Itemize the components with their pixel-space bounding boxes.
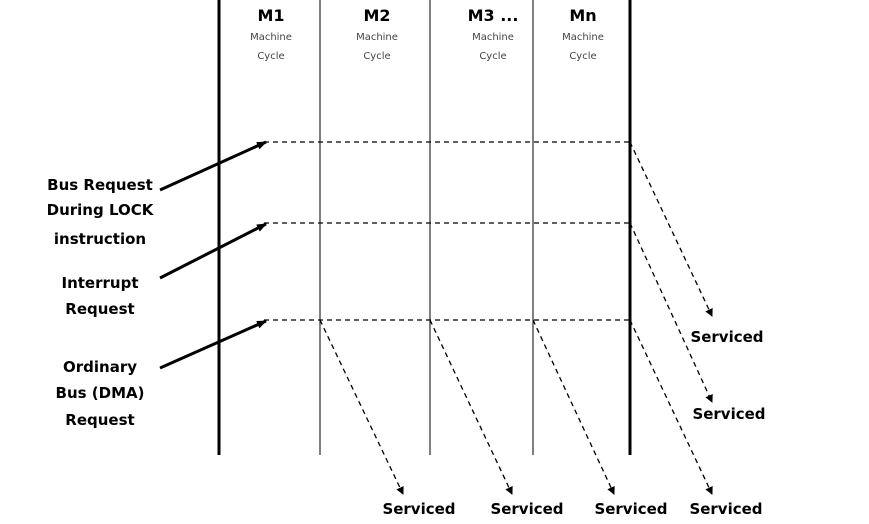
lock-request-label: Bus Request bbox=[47, 176, 153, 194]
lock-request-label: instruction bbox=[54, 230, 146, 248]
column-subtitle: Cycle bbox=[479, 51, 506, 62]
column-subtitle: Cycle bbox=[257, 51, 284, 62]
serviced-label: Serviced bbox=[490, 500, 563, 518]
interrupt-request-arrow bbox=[159, 222, 267, 280]
column-subtitle: Cycle bbox=[363, 51, 390, 62]
interrupt-serviced-arrow bbox=[629, 222, 713, 403]
column-subtitle: Machine bbox=[250, 32, 292, 43]
lock-request-arrow bbox=[159, 140, 267, 192]
dma-serviced-arrow bbox=[319, 319, 404, 495]
lock-request-label: During LOCK bbox=[47, 201, 155, 219]
lock-serviced-arrow bbox=[629, 141, 713, 317]
column-subtitle: Machine bbox=[562, 32, 604, 43]
column-title: Mn bbox=[569, 6, 596, 25]
dma-serviced-arrow bbox=[429, 319, 513, 495]
column-subtitle: Machine bbox=[356, 32, 398, 43]
serviced-label: Serviced bbox=[594, 500, 667, 518]
dma-request-arrow bbox=[159, 319, 267, 370]
serviced-label: Serviced bbox=[689, 500, 762, 518]
dma-request-label: Request bbox=[65, 411, 134, 429]
column-title: M3 ... bbox=[468, 6, 519, 25]
serviced-label: Serviced bbox=[692, 405, 765, 423]
serviced-label: Serviced bbox=[690, 328, 763, 346]
interrupt-request-label: Interrupt bbox=[62, 274, 139, 292]
column-title: M2 bbox=[363, 6, 390, 25]
column-subtitle: Cycle bbox=[569, 51, 596, 62]
dma-request-label: Ordinary bbox=[63, 358, 137, 376]
interrupt-request-label: Request bbox=[65, 300, 134, 318]
serviced-label: Serviced bbox=[382, 500, 455, 518]
dma-serviced-arrow bbox=[532, 319, 615, 495]
dma-request-label: Bus (DMA) bbox=[56, 384, 145, 402]
column-title: M1 bbox=[257, 6, 284, 25]
column-subtitle: Machine bbox=[472, 32, 514, 43]
